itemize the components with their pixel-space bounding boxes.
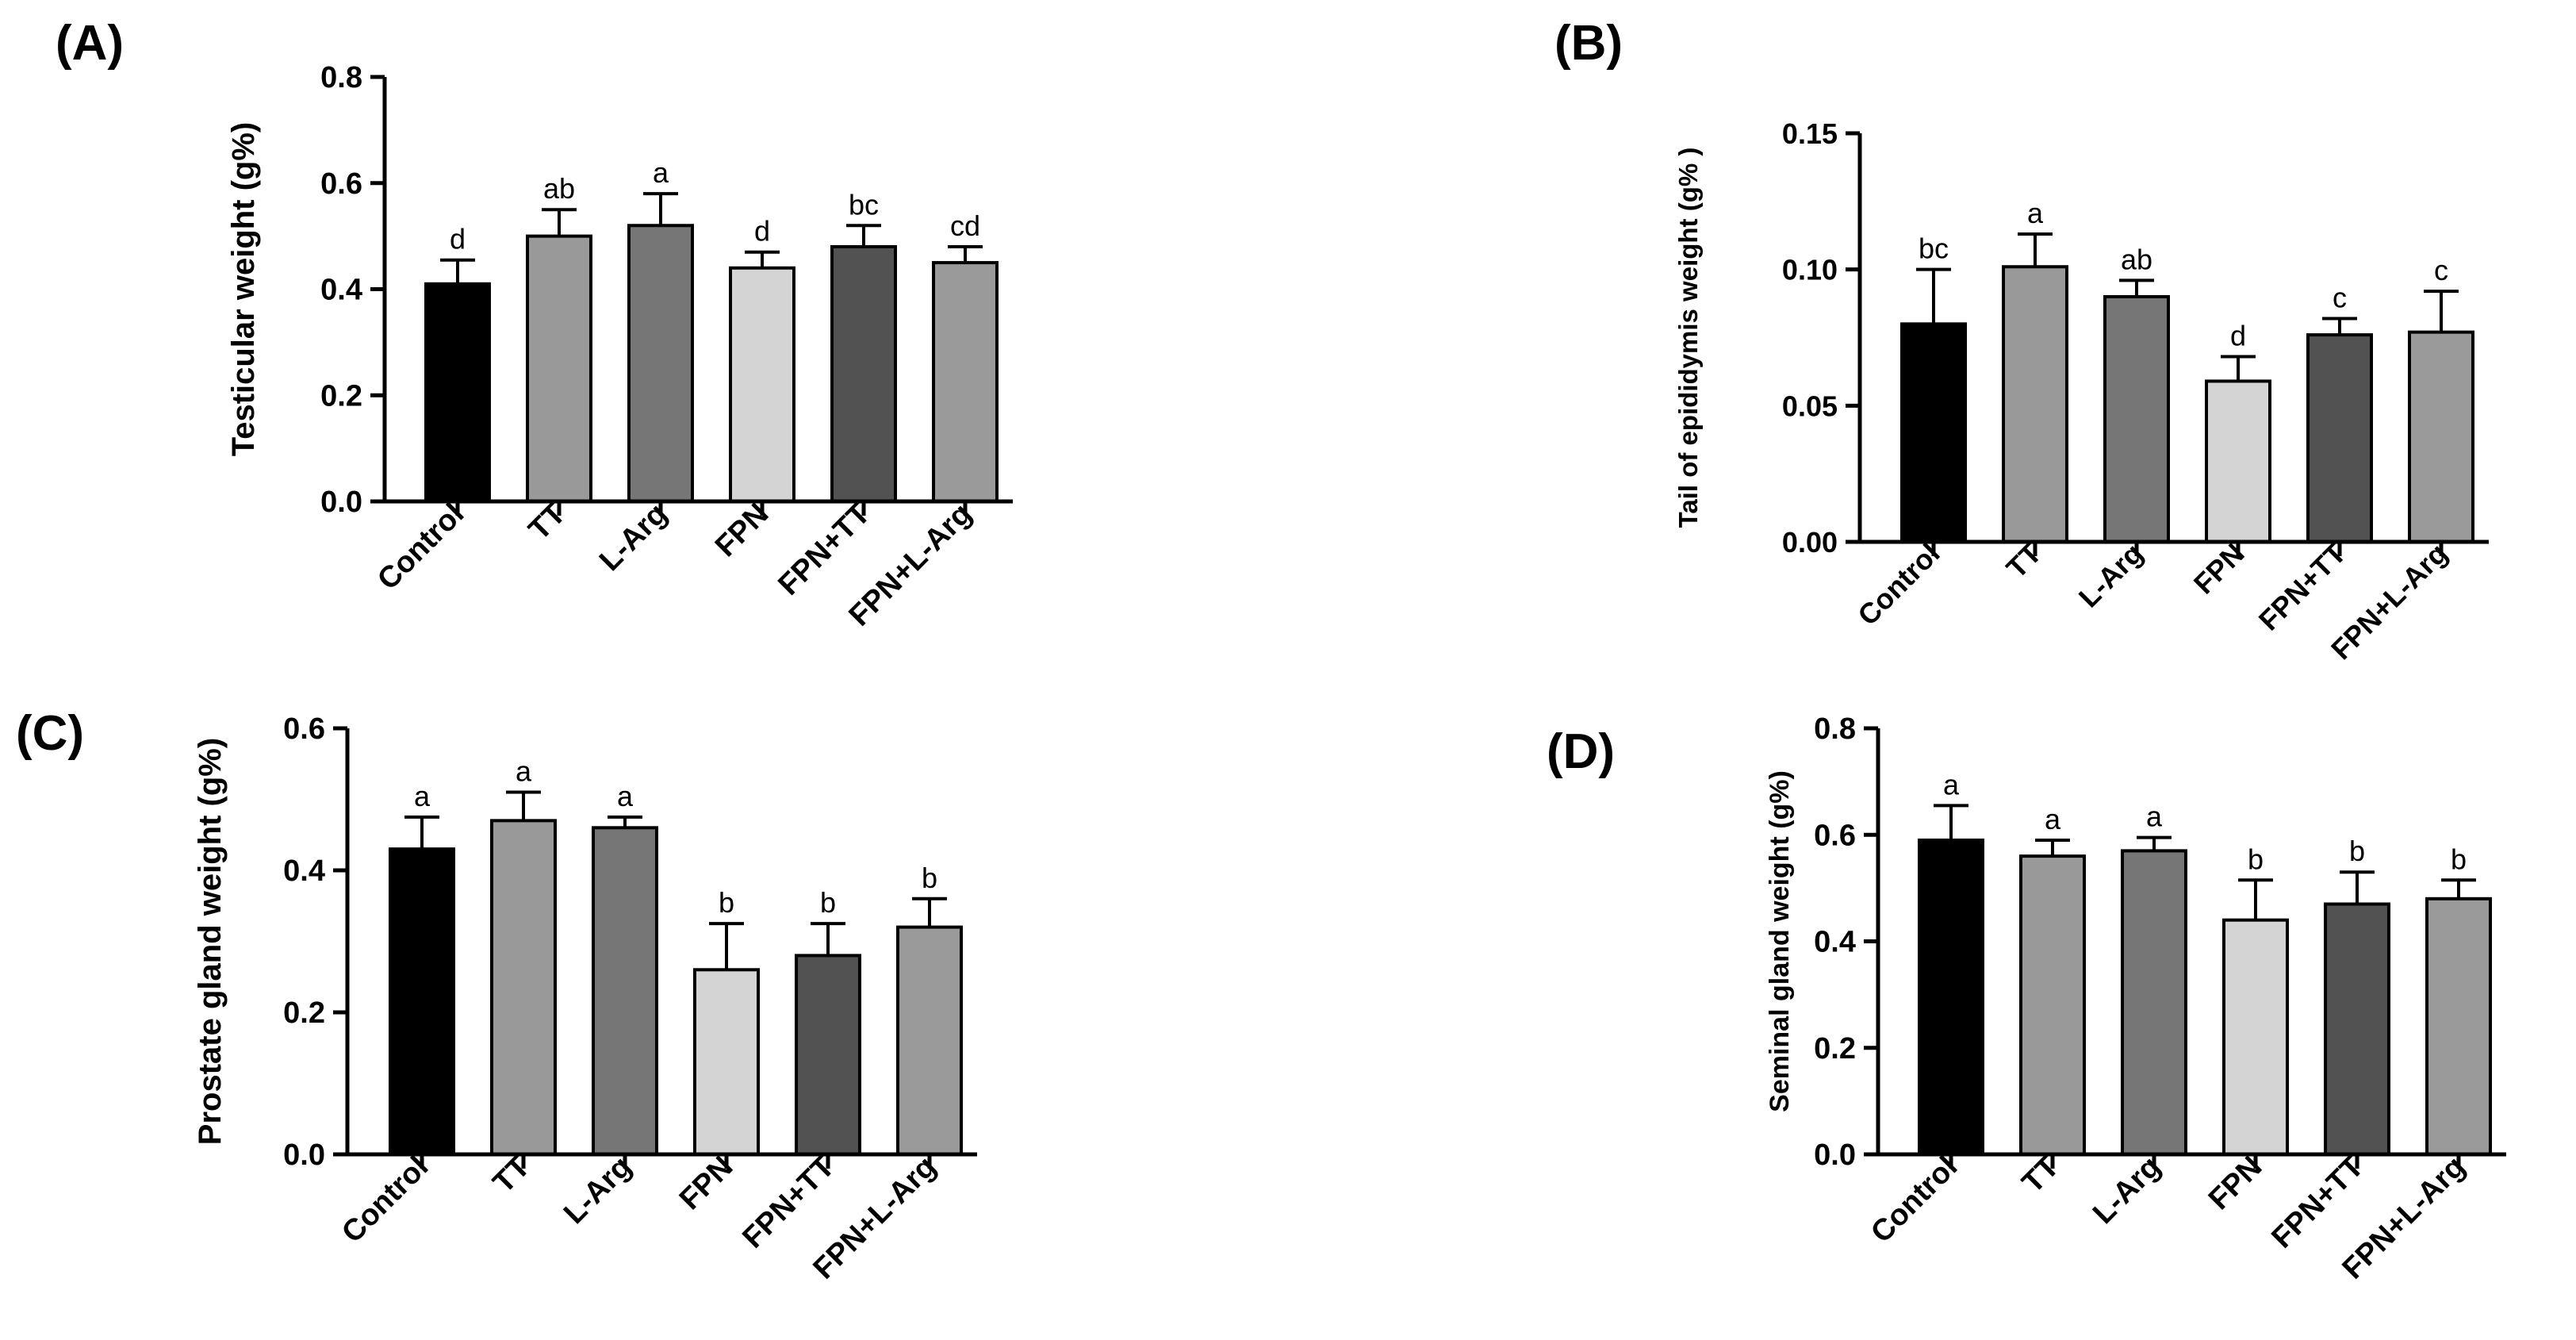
panel-c-category-label-2: L-Arg [558, 1150, 638, 1231]
panel-a-bar-3 [729, 266, 795, 503]
panel-b: (B) Tail of epididymis weight (g% ) bc a ab d… [1554, 16, 2489, 666]
panel-d-bar-5 [2425, 897, 2492, 1157]
panel-a-category-label-0: Control [371, 497, 470, 597]
panel-d-y-tick-label-1: 0.2 [1814, 1032, 1856, 1065]
panel-c-category-label-3: FPN [673, 1150, 739, 1216]
panel-a: (A) Testicular weight (g%) d ab a d bc cd 0.0 0.2… [56, 16, 1013, 632]
panel-a-y-tick-label-0: 0.0 [320, 486, 362, 519]
panel-c-y-tick-label-1: 0.2 [283, 996, 325, 1030]
panel-c-category-label-1: TT [487, 1150, 537, 1200]
panel-b-sig-letter-3: d [2230, 320, 2246, 352]
panel-c-bar-5 [896, 925, 963, 1156]
panel-d-label: (D) [1547, 724, 1615, 779]
panel-c: (C) Prostate gland weight (g%) a a a b b b 0.0 0.… [16, 706, 977, 1285]
panel-a-y-axis-title: Testicular weight (g%) [226, 122, 261, 457]
panel-c-sig-letter-3: b [719, 886, 734, 919]
panel-a-sig-letter-3: d [754, 215, 770, 248]
panel-c-sig-letter-5: b [922, 862, 937, 894]
panel-a-bar-2 [627, 224, 694, 503]
panel-c-y-tick-label-2: 0.4 [283, 854, 325, 888]
panel-b-bar-4 [2306, 333, 2373, 543]
panel-a-category-label-4: FPN+TT [772, 497, 876, 602]
panel-c-y-axis-title: Prostate gland weight (g%) [193, 738, 228, 1145]
panel-a-sig-letter-2: a [653, 156, 669, 189]
panel-d-y-axis-title: Seminal gland weight (g%) [1765, 770, 1795, 1112]
panel-d-sig-letter-5: b [2451, 843, 2467, 875]
panel-d-category-label-1: TT [2016, 1150, 2066, 1200]
panel-b-sig-letter-0: bc [1919, 232, 1949, 265]
panel-d-bar-2 [2121, 849, 2187, 1156]
panel-b-category-label-0: Control [1851, 537, 1945, 632]
panel-d-sig-letter-0: a [1943, 768, 1960, 801]
panel-b-bar-2 [2103, 295, 2170, 543]
panel-b-y-tick-label-0: 0.00 [1782, 526, 1838, 559]
panel-c-y-tick-label-3: 0.6 [283, 712, 325, 746]
panel-c-y-tick-label-0: 0.0 [283, 1138, 325, 1172]
panel-d-y-tick-label-2: 0.4 [1814, 926, 1856, 959]
panel-a-y-tick-label-2: 0.4 [320, 274, 362, 307]
panel-b-y-tick-label-1: 0.05 [1782, 390, 1838, 422]
panel-b-sig-letter-5: c [2434, 254, 2448, 286]
panel-c-sig-letter-1: a [516, 755, 532, 788]
panel-c-label: (C) [16, 706, 84, 761]
panel-a-sig-letter-4: bc [849, 188, 879, 221]
panel-b-bar-3 [2205, 379, 2271, 543]
panel-b-y-tick-label-2: 0.10 [1782, 254, 1838, 286]
panel-b-category-label-2: L-Arg [2072, 537, 2149, 614]
panel-d-category-label-2: L-Arg [2087, 1150, 2167, 1231]
panel-b-bar-0 [1900, 322, 1967, 543]
panel-a-label: (A) [56, 16, 124, 71]
panel-a-bar-0 [424, 282, 491, 503]
panel-d-y-tick-label-4: 0.8 [1814, 712, 1856, 746]
panel-b-category-label-4: FPN+TT [2252, 537, 2352, 637]
panel-c-bar-0 [389, 847, 455, 1157]
panel-b-bar-1 [2002, 265, 2068, 543]
panel-d-sig-letter-3: b [2248, 843, 2264, 875]
panel-b-bar-5 [2408, 330, 2474, 543]
panel-d-category-label-4: FPN+TT [2265, 1150, 2370, 1255]
panel-a-category-label-1: TT [523, 497, 573, 547]
panel-b-sig-letter-2: ab [2121, 243, 2152, 275]
panel-a-y-tick-label-4: 0.8 [320, 61, 362, 94]
panel-a-bar-1 [526, 234, 592, 503]
panel-d-category-label-3: FPN [2202, 1150, 2268, 1216]
panel-d-category-label-0: Control [1865, 1150, 1964, 1250]
panel-a-bar-5 [932, 261, 999, 503]
panel-b-label: (B) [1554, 16, 1623, 71]
panel-c-category-label-0: Control [335, 1150, 435, 1250]
panel-b-category-label-3: FPN [2187, 537, 2251, 601]
panel-a-category-label-3: FPN [709, 497, 775, 563]
panel-c-sig-letter-0: a [414, 780, 431, 812]
panel-a-bar-4 [830, 245, 897, 503]
panel-d-sig-letter-2: a [2146, 801, 2163, 833]
panel-d-bar-3 [2222, 918, 2289, 1157]
panel-c-bar-2 [592, 826, 658, 1157]
panel-a-y-tick-label-3: 0.6 [320, 167, 362, 201]
panel-d-sig-letter-1: a [2045, 803, 2061, 835]
panel-a-category-label-2: L-Arg [593, 497, 673, 578]
panel-c-sig-letter-4: b [820, 886, 836, 919]
panel-a-sig-letter-1: ab [543, 172, 575, 205]
panel-b-sig-letter-1: a [2027, 197, 2044, 229]
panel-c-bar-4 [795, 954, 861, 1157]
panel-a-y-tick-label-1: 0.2 [320, 379, 362, 413]
panel-d-sig-letter-4: b [2349, 835, 2365, 867]
panel-d-y-tick-label-3: 0.6 [1814, 819, 1856, 852]
panel-d-y-tick-label-0: 0.0 [1814, 1138, 1856, 1172]
panel-c-sig-letter-2: a [617, 780, 634, 812]
panel-b-y-axis-title: Tail of epididymis weight (g% ) [1673, 148, 1703, 528]
panel-b-y-tick-label-3: 0.15 [1782, 117, 1838, 150]
panel-b-sig-letter-4: c [2333, 281, 2347, 313]
panel-d-bar-4 [2324, 902, 2390, 1156]
panel-c-category-label-4: FPN+TT [736, 1150, 841, 1255]
panel-c-bar-3 [693, 968, 760, 1157]
panel-a-sig-letter-0: d [450, 223, 466, 255]
panel-c-bar-1 [490, 819, 557, 1156]
panel-b-category-label-1: TT [2000, 537, 2048, 585]
panel-a-sig-letter-5: cd [950, 209, 980, 242]
panel-d: (D) Seminal gland weight (g%) a a a b b b 0.0 0.2… [1547, 712, 2506, 1285]
panel-d-bar-0 [1918, 838, 1984, 1157]
panel-d-bar-1 [2019, 854, 2086, 1156]
